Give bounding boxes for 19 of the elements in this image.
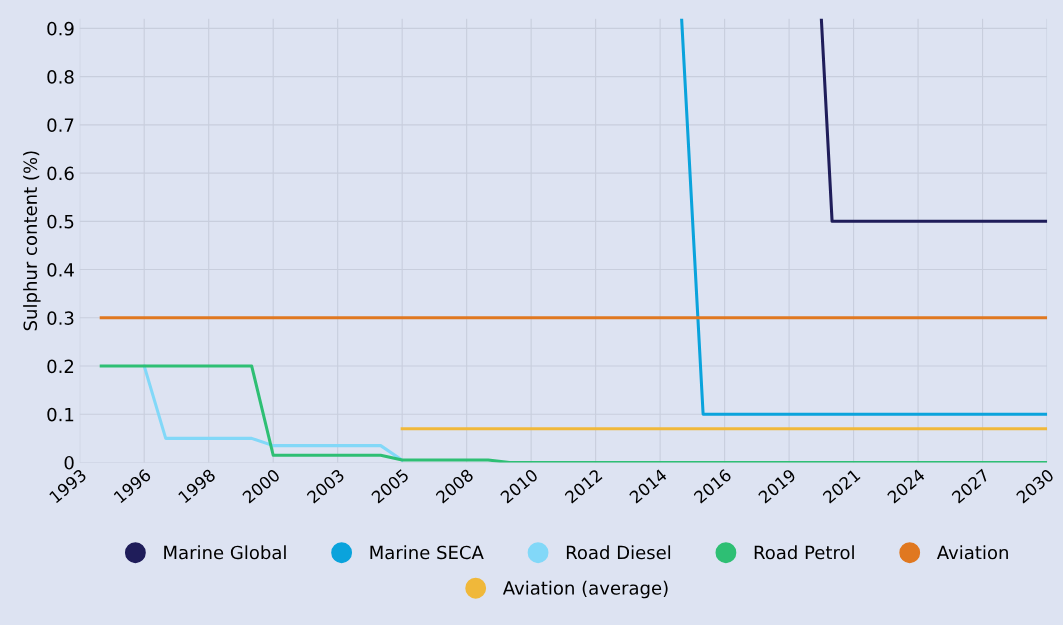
legend-label: Marine Global (164, 545, 286, 560)
legend-label: Road Diesel (566, 545, 671, 560)
y-tick-label: 0.4 (47, 263, 74, 277)
y-tick-label: 0.5 (47, 214, 74, 229)
y-tick-label: 0.8 (47, 70, 74, 84)
legend-label: Road Petrol (754, 545, 854, 560)
y-axis-title: Sulphur content (%) (23, 151, 41, 331)
y-tick-label: 0.7 (47, 118, 74, 132)
line-series (142, 364, 404, 462)
y-tick-label: 0 (64, 455, 74, 470)
legend-label: Aviation (936, 545, 1008, 560)
legend-label: Marine SECA (370, 545, 484, 560)
y-tick-label: 0.9 (47, 21, 74, 36)
legend-label: Aviation (average) (502, 580, 668, 599)
line-series (99, 364, 1048, 463)
y-tick-label: 0.3 (47, 311, 74, 325)
y-tick-label: 0.1 (47, 407, 74, 422)
y-tick-label: 0.2 (47, 359, 74, 374)
y-tick-label: 0.6 (47, 166, 74, 181)
